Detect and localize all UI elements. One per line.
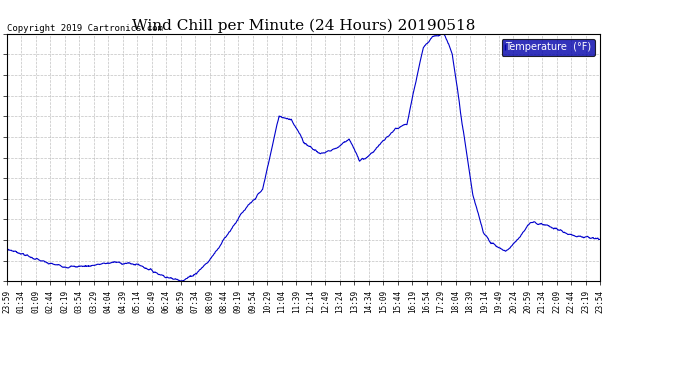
Legend: Temperature  (°F): Temperature (°F) (502, 39, 595, 56)
Title: Wind Chill per Minute (24 Hours) 20190518: Wind Chill per Minute (24 Hours) 2019051… (132, 18, 475, 33)
Text: Copyright 2019 Cartronics.com: Copyright 2019 Cartronics.com (7, 24, 163, 33)
